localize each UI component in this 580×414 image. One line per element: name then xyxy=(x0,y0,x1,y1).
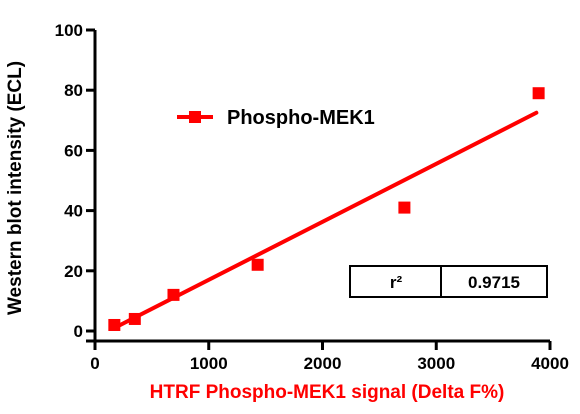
fit-line xyxy=(112,110,539,330)
y-tick-label: 20 xyxy=(64,262,83,281)
x-tick-label: 4000 xyxy=(531,354,569,373)
x-tick-label: 2000 xyxy=(304,354,342,373)
plot-area xyxy=(108,87,545,331)
legend-marker xyxy=(189,111,201,123)
data-point xyxy=(128,312,141,325)
legend-label: Phospho-MEK1 xyxy=(227,107,375,129)
x-tick-label: 1000 xyxy=(190,354,228,373)
data-point xyxy=(108,318,121,331)
data-point xyxy=(167,288,180,301)
y-tick-label: 40 xyxy=(64,202,83,221)
x-tick-label: 0 xyxy=(90,354,99,373)
data-point xyxy=(532,87,545,100)
y-axis-label: Western blot intensity (ECL) xyxy=(5,61,26,315)
x-tick-label: 3000 xyxy=(417,354,455,373)
data-point xyxy=(251,258,264,271)
stats-value: 0.9715 xyxy=(468,273,520,292)
y-tick-label: 0 xyxy=(74,322,83,341)
y-tick-label: 80 xyxy=(64,81,83,100)
stats-table-border xyxy=(349,265,548,298)
stats-label: r² xyxy=(390,273,403,292)
r-squared-table: r² 0.9715 xyxy=(349,265,548,298)
y-tick-label: 100 xyxy=(55,21,83,40)
y-tick-label: 60 xyxy=(64,141,83,160)
legend: Phospho-MEK1 xyxy=(177,107,375,129)
x-axis-label: HTRF Phospho-MEK1 signal (Delta F%) xyxy=(150,382,505,403)
data-point xyxy=(398,201,411,214)
